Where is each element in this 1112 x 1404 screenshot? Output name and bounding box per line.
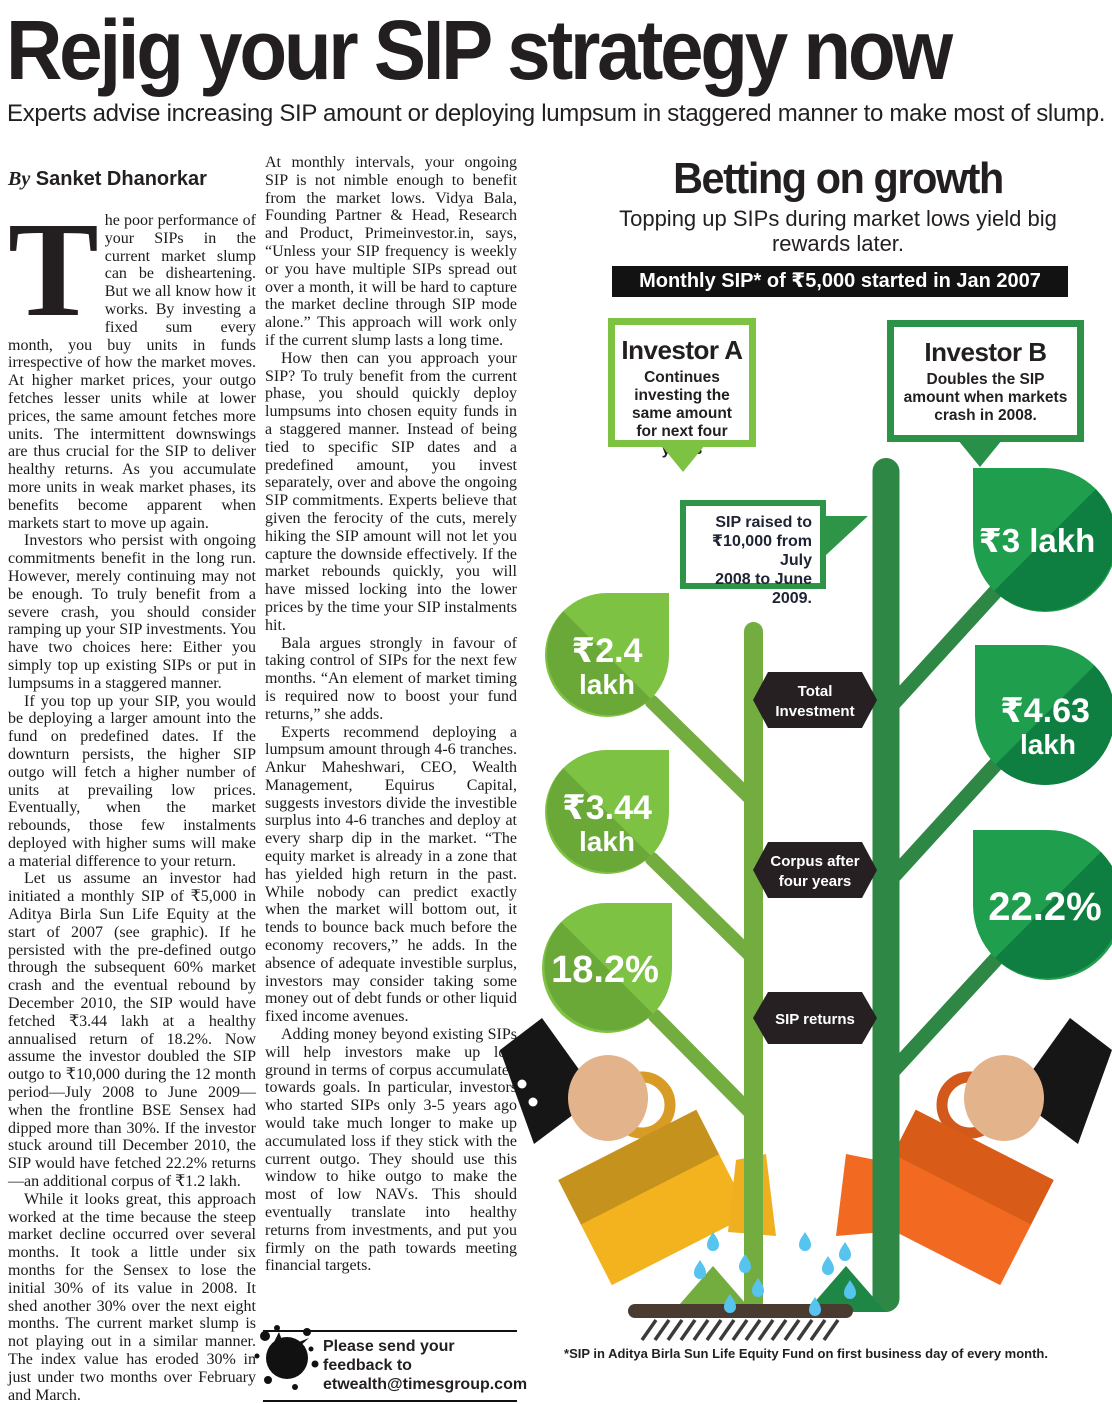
tag-label: Total: [798, 683, 833, 700]
paragraph: At monthly intervals, your ongoing SIP i…: [265, 154, 517, 349]
metric-tag-total-investment: Total Investment: [753, 672, 877, 728]
infographic-banner: Monthly SIP* of ₹5,000 started in Jan 20…: [612, 266, 1068, 297]
infographic-footnote: *SIP in Aditya Birla Sun Life Equity Fun…: [564, 1346, 1048, 1361]
trunk-b: [872, 458, 900, 1312]
investor-b-pointer: [958, 440, 1002, 467]
tree-illustration: Total Investment Corpus after four years…: [500, 458, 1112, 1342]
value-a-corpus: ₹3.44: [562, 789, 652, 827]
value-b-corpus-unit: lakh: [1020, 729, 1076, 760]
paragraph: Let us assume an investor had initiated …: [8, 870, 256, 1191]
hand-left: [568, 1055, 648, 1141]
tag-label: Corpus after: [770, 853, 859, 870]
watering-can-orange: [836, 1018, 1112, 1286]
paragraph: Bala argues strongly in favour of taking…: [265, 634, 517, 723]
leaf-a-total: [545, 593, 669, 717]
tree-investor-b: [884, 468, 1112, 1080]
investor-b-name: Investor B: [924, 337, 1047, 367]
infographic-subtitle: Topping up SIPs during market lows yield…: [619, 206, 1057, 256]
article-column-2: At monthly intervals, your ongoing SIP i…: [265, 154, 517, 1275]
value-b-total: ₹3 lakh: [979, 522, 1096, 559]
value-a-total-unit: lakh: [579, 669, 635, 700]
callout-pointer: [825, 516, 868, 556]
feedback-line: Please send your feedback to: [323, 1338, 455, 1374]
leaf-b-returns: [973, 830, 1112, 980]
page-title: Rejig your SIP strategy now: [6, 3, 953, 97]
feedback-email: etwealth@timesgroup.com: [323, 1376, 528, 1393]
water-drops: [694, 1232, 856, 1316]
callout-line: ₹10,000 from July: [711, 533, 812, 569]
value-b-corpus: ₹4.63: [1000, 692, 1090, 730]
investor-a-name: Investor A: [621, 335, 743, 365]
ground-hatching: [640, 1318, 840, 1342]
tag-label: SIP returns: [775, 1011, 855, 1028]
investor-b-desc: Doubles the SIP amount when markets cras…: [903, 371, 1068, 424]
paragraph: Experts recommend deploying a lumpsum am…: [265, 723, 517, 1026]
investor-a-pointer: [661, 445, 705, 472]
tag-label: Investment: [775, 703, 854, 720]
tag-label: four years: [779, 873, 852, 890]
value-a-total: ₹2.4: [572, 632, 643, 670]
byline-author: Sanket Dhanorkar: [35, 168, 207, 190]
value-a-returns: 18.2%: [551, 949, 659, 991]
ground: [628, 1304, 853, 1318]
byline-prefix: By: [8, 168, 31, 190]
trunk-a: [744, 622, 763, 1312]
callout-line: SIP raised to: [715, 514, 812, 531]
leaf-b-total: [973, 468, 1112, 612]
sip-raised-callout: SIP raised to ₹10,000 from July 2008 to …: [680, 500, 826, 607]
leaf-b-corpus: [975, 645, 1112, 786]
paragraph: Investors who persist with ongoing commi…: [8, 532, 256, 692]
metric-tag-sip-returns: SIP returns: [753, 992, 877, 1044]
infographic-title: Betting on growth: [673, 154, 1004, 203]
ink-splat-icon: [254, 1325, 319, 1390]
byline: By Sanket Dhanorkar: [8, 168, 207, 191]
paragraph: If you top up your SIP, you would be dep…: [8, 692, 256, 870]
investor-b-box: Investor B Doubles the SIP amount when m…: [887, 320, 1084, 442]
leaf-a-returns: [542, 903, 672, 1033]
paragraph: How then can you approach your SIP? To t…: [265, 349, 517, 634]
value-a-corpus-unit: lakh: [579, 826, 635, 857]
can-nozzle: [836, 1154, 884, 1236]
leaf-a-corpus: [545, 750, 669, 874]
hand-right: [964, 1055, 1044, 1141]
metric-tag-corpus: Corpus after four years: [753, 842, 877, 898]
paragraph: While it looks great, this approach work…: [8, 1190, 256, 1404]
feedback-note: Please send your feedback to etwealth@ti…: [254, 1325, 528, 1402]
drop-cap: T: [8, 195, 99, 345]
callout-line: 2008 to June 2009.: [715, 571, 812, 607]
tree-investor-a: [542, 593, 757, 1119]
infographic: Betting on growth Topping up SIPs during…: [500, 150, 1112, 1399]
watering-can-yellow: [500, 1018, 776, 1286]
paragraph: Adding money beyond existing SIPs will h…: [265, 1026, 517, 1275]
page-subtitle: Experts advise increasing SIP amount or …: [7, 100, 1106, 127]
value-b-returns: 22.2%: [988, 885, 1101, 929]
investor-a-box: Investor A Continues investing the same …: [608, 318, 756, 458]
